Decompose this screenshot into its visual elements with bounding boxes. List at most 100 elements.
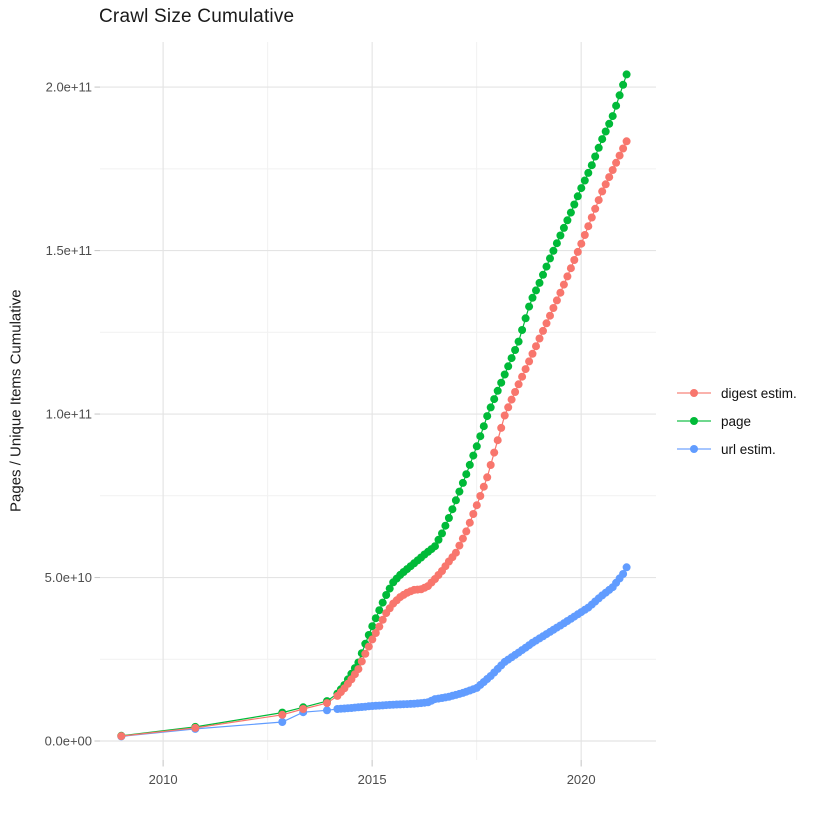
data-point-digest-estim bbox=[615, 151, 624, 160]
data-point-page bbox=[441, 521, 450, 530]
data-point-digest-estim bbox=[570, 256, 579, 264]
data-point-digest-estim bbox=[580, 231, 589, 239]
data-point-page bbox=[570, 200, 579, 209]
data-point-page bbox=[528, 293, 537, 302]
data-point-page bbox=[385, 584, 394, 593]
data-point-page bbox=[518, 326, 527, 334]
x-tick-label: 2020 bbox=[567, 772, 596, 787]
data-point-page bbox=[448, 505, 457, 514]
data-point-page bbox=[580, 176, 589, 185]
data-point-digest-estim bbox=[462, 527, 471, 536]
data-point-page bbox=[546, 254, 554, 263]
data-point-digest-estim bbox=[479, 482, 488, 491]
data-point-digest-estim bbox=[532, 342, 540, 351]
data-point-digest-estim bbox=[577, 239, 586, 248]
data-point-page bbox=[462, 470, 471, 479]
data-point-page bbox=[573, 192, 582, 201]
data-point-page bbox=[378, 598, 387, 607]
legend-key-icon bbox=[677, 389, 711, 397]
legend-label: url estim. bbox=[721, 441, 776, 457]
data-point-digest-estim bbox=[591, 204, 600, 213]
data-point-digest-estim bbox=[299, 705, 308, 713]
x-tick-label: 2015 bbox=[358, 772, 387, 787]
data-point-page bbox=[605, 119, 614, 128]
data-point-digest-estim bbox=[556, 288, 565, 297]
data-point-digest-estim bbox=[612, 158, 621, 167]
data-point-digest-estim bbox=[619, 144, 628, 153]
data-point-page bbox=[542, 262, 551, 271]
data-point-page bbox=[532, 286, 540, 295]
data-point-digest-estim bbox=[518, 372, 527, 381]
data-point-digest-estim bbox=[507, 395, 516, 404]
data-point-page bbox=[619, 80, 628, 89]
data-point-page bbox=[490, 395, 499, 404]
legend-item-digest-estim: digest estim. bbox=[676, 379, 797, 407]
data-point-url-estim bbox=[323, 706, 331, 715]
data-point-page bbox=[591, 152, 600, 161]
data-point-page bbox=[371, 614, 380, 623]
data-point-page bbox=[521, 314, 530, 323]
data-point-digest-estim bbox=[504, 403, 513, 412]
data-point-page bbox=[493, 386, 502, 395]
data-point-page bbox=[577, 184, 586, 193]
data-point-digest-estim bbox=[469, 510, 478, 518]
data-point-digest-estim bbox=[354, 665, 363, 674]
data-point-digest-estim bbox=[361, 649, 370, 658]
data-point-page bbox=[563, 216, 572, 225]
data-point-digest-estim bbox=[486, 461, 495, 469]
data-point-page bbox=[497, 378, 506, 387]
data-point-digest-estim bbox=[357, 657, 366, 666]
data-point-page bbox=[511, 346, 520, 354]
data-point-page bbox=[375, 606, 384, 615]
data-point-page bbox=[451, 496, 460, 505]
data-point-page bbox=[472, 442, 481, 451]
data-point-page bbox=[486, 403, 495, 412]
data-point-page bbox=[469, 451, 478, 460]
data-point-digest-estim bbox=[278, 710, 287, 719]
data-point-digest-estim bbox=[552, 296, 561, 305]
data-point-digest-estim bbox=[594, 196, 603, 205]
data-point-page bbox=[556, 231, 565, 240]
data-point-url-estim bbox=[622, 563, 631, 572]
data-point-page bbox=[368, 622, 377, 631]
data-point-digest-estim bbox=[521, 365, 530, 374]
data-point-digest-estim bbox=[559, 280, 568, 289]
data-point-page bbox=[504, 362, 513, 371]
data-point-digest-estim bbox=[535, 334, 544, 343]
data-point-page bbox=[552, 239, 561, 248]
legend-item-page: page bbox=[676, 407, 797, 435]
legend-label: digest estim. bbox=[721, 385, 797, 401]
data-point-digest-estim bbox=[476, 492, 485, 500]
data-point-page bbox=[455, 487, 464, 496]
data-point-page bbox=[584, 168, 593, 177]
data-point-page bbox=[615, 91, 624, 100]
data-point-page bbox=[608, 112, 617, 121]
data-point-digest-estim bbox=[622, 137, 631, 146]
data-point-digest-estim bbox=[493, 436, 502, 445]
series-line-url-estim bbox=[121, 567, 628, 737]
data-point-page bbox=[507, 354, 516, 363]
data-point-digest-estim bbox=[490, 448, 499, 457]
data-point-digest-estim bbox=[514, 380, 523, 389]
data-point-digest-estim bbox=[455, 541, 464, 550]
data-point-page bbox=[431, 542, 439, 551]
data-point-digest-estim bbox=[465, 518, 474, 527]
data-point-page bbox=[382, 591, 391, 599]
data-point-digest-estim bbox=[117, 732, 126, 741]
legend-label: page bbox=[721, 413, 752, 429]
y-tick-label: 2.0e+11 bbox=[46, 80, 92, 95]
data-point-digest-estim bbox=[598, 187, 607, 196]
data-point-digest-estim bbox=[608, 166, 617, 174]
data-point-digest-estim bbox=[539, 326, 547, 335]
data-point-page bbox=[479, 422, 488, 431]
data-point-page bbox=[444, 514, 453, 522]
data-point-digest-estim bbox=[368, 635, 377, 644]
data-point-page bbox=[483, 412, 492, 421]
data-point-digest-estim bbox=[500, 411, 509, 420]
data-point-digest-estim bbox=[587, 213, 596, 222]
data-point-digest-estim bbox=[566, 264, 575, 273]
data-point-page bbox=[601, 127, 610, 136]
data-point-digest-estim bbox=[483, 473, 492, 482]
data-point-page bbox=[612, 101, 621, 110]
